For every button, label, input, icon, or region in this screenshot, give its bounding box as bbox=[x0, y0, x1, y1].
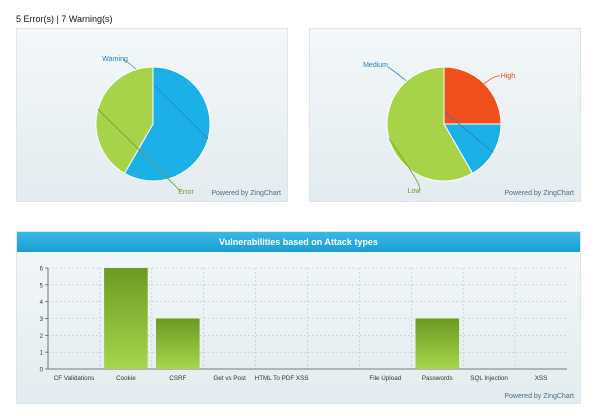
pie-label-medium: Medium bbox=[363, 62, 388, 69]
bar-csrf bbox=[156, 318, 200, 369]
pie-chart-errors-warnings: Warning Error bbox=[95, 56, 211, 196]
x-tick-label: HTML To PDF XSS bbox=[255, 375, 309, 382]
x-tick-label: Get vs Post bbox=[213, 375, 246, 382]
x-tick-label: XSS bbox=[535, 375, 548, 382]
bar-passwords bbox=[415, 318, 460, 369]
pie-slice-high bbox=[443, 66, 502, 125]
pie-leader-line bbox=[97, 108, 181, 192]
pie-chart-severity-panel: Warning Error Powered by ZingChart bbox=[16, 28, 288, 202]
y-tick-label: 5 bbox=[40, 283, 44, 289]
powered-by-label: Powered by ZingChart bbox=[504, 190, 574, 197]
y-tick-label: 4 bbox=[40, 300, 44, 306]
y-tick-label: 0 bbox=[40, 368, 44, 374]
bar-chart-panel: Vulnerabilities based on Attack types 0 1… bbox=[16, 231, 581, 404]
x-tick-label: File Upload bbox=[369, 375, 401, 382]
pie-chart-risk-levels: High Medium Low bbox=[363, 62, 516, 195]
bar-chart-attack-types: 0 1 2 3 4 5 6 CF Validations Cookie CSRF Get vs Po… bbox=[40, 267, 567, 382]
x-tick-label: Passwords bbox=[422, 375, 453, 382]
pie-label-error: Error bbox=[178, 189, 194, 196]
bar-cookie bbox=[104, 268, 148, 369]
x-tick-label: Cookie bbox=[116, 375, 136, 382]
pie-chart-risk-panel: High Medium Low Powered by ZingChart bbox=[309, 28, 581, 202]
pie-leader-line bbox=[388, 138, 421, 191]
pie-label-warning: Warning bbox=[102, 56, 128, 63]
x-tick-label: CSRF bbox=[169, 375, 186, 382]
powered-by-label: Powered by ZingChart bbox=[211, 190, 281, 197]
bar-chart-title: Vulnerabilities based on Attack types bbox=[17, 232, 580, 252]
y-tick-label: 1 bbox=[40, 351, 44, 357]
pie-slice-low bbox=[386, 66, 474, 182]
x-tick-label: CF Validations bbox=[54, 375, 94, 382]
x-tick-label: SQL Injection bbox=[470, 375, 508, 382]
pie-leader-line bbox=[484, 75, 501, 85]
y-tick-label: 6 bbox=[40, 267, 44, 273]
y-tick-label: 3 bbox=[40, 317, 44, 323]
summary-text: 5 Error(s) | 7 Warning(s) bbox=[16, 14, 113, 24]
pie-label-low: Low bbox=[408, 188, 422, 195]
powered-by-label: Powered by ZingChart bbox=[504, 393, 574, 400]
pie-label-high: High bbox=[501, 73, 516, 80]
y-tick-label: 2 bbox=[40, 334, 44, 340]
